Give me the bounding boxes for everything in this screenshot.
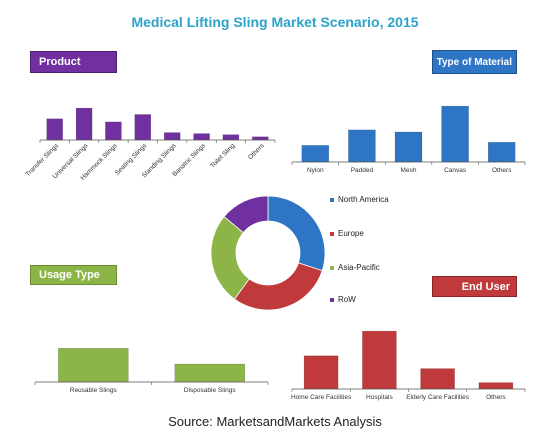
legend-swatch — [330, 266, 334, 270]
source-note: Source: MarketsandMarkets Analysis — [168, 414, 382, 429]
donut-slice-europe — [233, 262, 323, 311]
product-bar-transfer-slings — [46, 118, 63, 141]
material-tick-label: Padded — [351, 167, 374, 174]
usage-tick-label: Reusable Slings — [70, 387, 118, 394]
usage-label: Usage Type — [30, 265, 117, 285]
product-label: Product — [30, 51, 117, 73]
material-bar-nylon — [301, 145, 330, 163]
legend-label: Europe — [338, 229, 364, 238]
product-bar-toilet-sling — [222, 134, 240, 141]
enduser-bar-others — [478, 382, 514, 390]
donut-slice-row — [223, 195, 269, 234]
product-bar-universal-slings — [75, 107, 93, 141]
product-tick-label: Toilet Sling — [209, 142, 236, 169]
enduser-tick-label: Elderly Care Facilities — [406, 394, 470, 401]
material-bar-mesh — [394, 131, 423, 163]
legend-swatch — [330, 198, 334, 202]
material-tick-label: Others — [492, 167, 512, 174]
enduser-bar-elderly-care-facilities — [420, 368, 455, 390]
enduser-tick-label: Hospitals — [366, 394, 393, 401]
enduser-bar-home-care-facilities — [303, 355, 339, 390]
product-bar-others — [252, 136, 269, 141]
product-bar-standing-slings — [163, 132, 181, 141]
legend-swatch — [330, 232, 334, 236]
usage-bar-reusable-slings — [58, 348, 129, 383]
material-tick-label: Nylon — [307, 167, 324, 174]
legend-label: Asia-Pacific — [338, 263, 380, 272]
product-tick-label: Others — [247, 142, 266, 161]
donut-slice-north-america — [267, 195, 326, 272]
enduser-tick-label: Home Care Facilities — [291, 394, 352, 401]
material-tick-label: Mesh — [401, 167, 417, 174]
chart-title: Medical Lifting Sling Market Scenario, 2… — [131, 14, 419, 30]
legend-label: RoW — [338, 295, 356, 304]
enduser-label: End User — [432, 276, 517, 297]
enduser-tick-label: Others — [486, 394, 506, 401]
legend-label: North America — [338, 195, 389, 204]
material-bar-padded — [348, 129, 376, 163]
material-bar-others — [487, 142, 516, 163]
legend-swatch — [330, 298, 334, 302]
material-label: Type of Material — [432, 50, 517, 74]
product-bar-hammock-slings — [105, 121, 122, 141]
material-bar-canvas — [441, 105, 469, 163]
material-tick-label: Canvas — [444, 167, 467, 174]
product-bar-seating-slings — [134, 114, 152, 141]
usage-tick-label: Disposable Slings — [184, 387, 236, 394]
enduser-bar-hospitals — [362, 330, 397, 390]
usage-bar-disposable-slings — [174, 363, 246, 383]
product-bar-bariatric-slings — [193, 133, 210, 141]
